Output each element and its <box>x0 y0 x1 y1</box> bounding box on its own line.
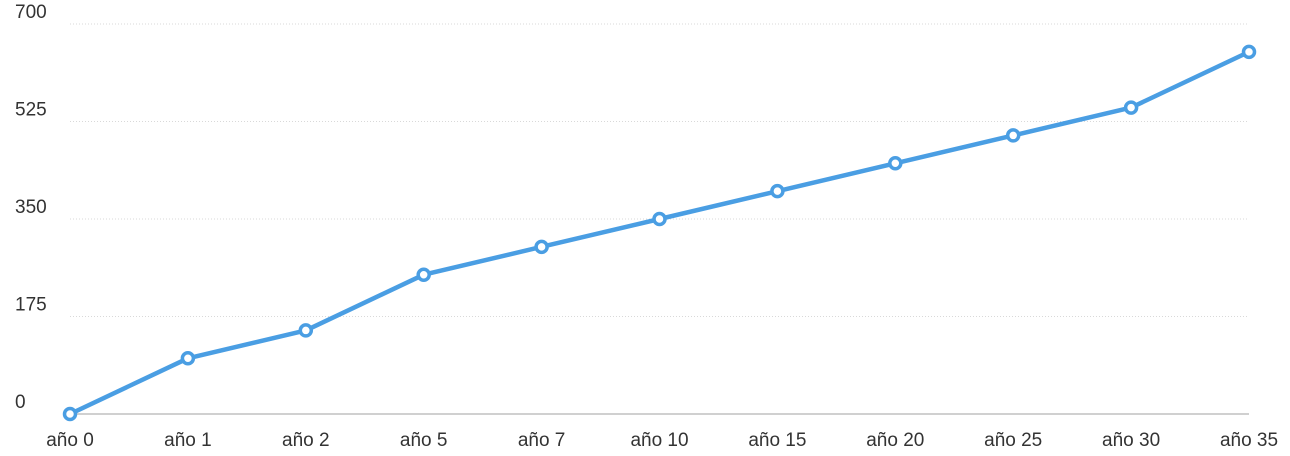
x-tick-label: año 20 <box>866 430 924 451</box>
data-point <box>652 211 667 227</box>
y-tick-label: 525 <box>15 100 47 121</box>
x-tick-label: año 35 <box>1220 430 1278 451</box>
series-layer <box>62 44 1257 422</box>
y-axis-ticks: 0 175 350 525 700 <box>15 2 47 413</box>
data-point <box>298 323 314 338</box>
data-point <box>888 156 903 171</box>
data-point <box>416 267 431 282</box>
y-grid <box>70 23 1249 317</box>
data-point <box>1123 100 1139 115</box>
data-point <box>1005 128 1021 143</box>
x-tick-label: año 25 <box>984 430 1042 451</box>
data-point <box>62 406 78 422</box>
x-tick-label: año 2 <box>282 430 330 451</box>
x-axis-ticks: año 0 año 1 año 2 año 5 año 7 año 10 año 15 año… <box>46 430 1278 451</box>
x-tick-label: año 1 <box>164 430 212 451</box>
x-tick-label: año 10 <box>630 430 688 451</box>
x-tick-label: año 5 <box>400 430 448 451</box>
data-point <box>534 239 549 255</box>
series-line <box>67 49 1252 417</box>
y-tick-label: 700 <box>15 2 47 23</box>
x-tick-label: año 7 <box>518 430 566 451</box>
y-tick-label: 0 <box>15 392 26 413</box>
x-tick-label: año 0 <box>46 430 94 451</box>
data-point <box>770 183 785 199</box>
data-point <box>180 351 196 366</box>
y-tick-label: 350 <box>15 197 47 218</box>
x-tick-label: año 15 <box>748 430 806 451</box>
x-tick-label: año 30 <box>1102 430 1160 451</box>
y-tick-label: 175 <box>15 295 47 316</box>
data-point <box>1241 44 1257 60</box>
